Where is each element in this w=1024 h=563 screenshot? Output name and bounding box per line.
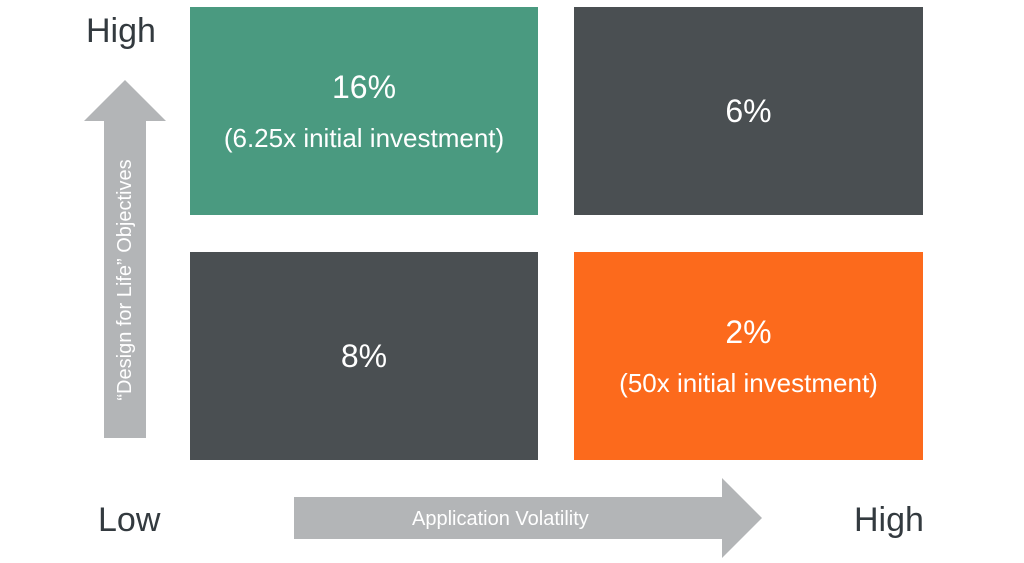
x-axis-arrow [294, 478, 762, 558]
y-high-label: High [86, 12, 156, 50]
quadrant-bottom-right: 2% (50x initial investment) [574, 252, 923, 460]
x-high-label: High [854, 501, 924, 539]
y-axis-arrow [84, 80, 166, 438]
quadrant-bottom-left: 8% [190, 252, 538, 460]
quadrant-value: 8% [340, 338, 388, 374]
quadrant-note: (6.25x initial investment) [223, 123, 505, 153]
quadrant-value: 16% [331, 69, 397, 105]
quadrant-value: 2% [725, 314, 772, 350]
quadrant-top-left: 16% (6.25x initial investment) [190, 7, 538, 215]
x-axis-title: Application Volatility [412, 508, 589, 530]
quadrant-value: 6% [725, 93, 772, 129]
quadrant-top-right: 6% [574, 7, 923, 215]
quadrant-note: (50x initial investment) [619, 368, 878, 398]
y-axis-title: “Design for Life” Objectives [114, 159, 136, 401]
x-low-label: Low [98, 501, 161, 539]
